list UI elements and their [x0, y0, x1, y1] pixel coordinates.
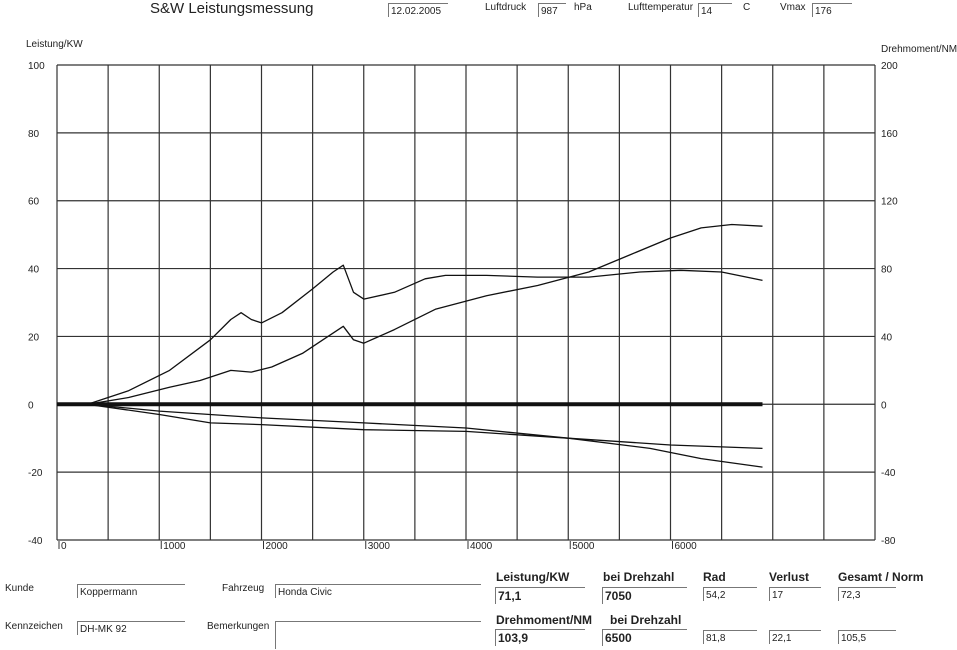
fahrzeug-field: Honda Civic	[275, 584, 481, 598]
gesamt-value-1: 72,3	[838, 587, 896, 601]
y-tick-left: -40	[28, 536, 43, 547]
series-line	[87, 403, 763, 468]
x-tick-label: 6000	[675, 541, 698, 552]
vmax-label: Vmax	[780, 2, 806, 13]
x-tick-label: 4000	[470, 541, 493, 552]
luftdruck-label: Luftdruck	[485, 2, 527, 13]
x-tick-label: 1000	[163, 541, 186, 552]
rad-value-2: 81,8	[703, 630, 757, 644]
luftdruck-field: 987	[538, 3, 566, 17]
x-tick-label: 3000	[368, 541, 391, 552]
leistung-label: Leistung/KW	[496, 570, 570, 584]
y-axis-left-label: Leistung/KW	[26, 39, 83, 50]
y-tick-right: 120	[881, 197, 898, 208]
date-field: 12.02.2005	[388, 3, 448, 17]
series-line	[87, 264, 763, 405]
y-tick-left: 20	[28, 332, 40, 343]
drehmoment-value: 103,9	[495, 629, 585, 646]
lufttemp-label: Lufttemperatur	[628, 2, 694, 13]
y-axis-right-label: Drehmoment/NM	[881, 44, 957, 55]
verlust-value-1: 17	[769, 587, 821, 601]
bemerkungen-label: Bemerkungen	[207, 621, 270, 632]
y-tick-left: 100	[28, 61, 45, 72]
x-tick-label: 2000	[266, 541, 289, 552]
rad-value-1: 54,2	[703, 587, 757, 601]
drehzahl-value-2: 6500	[602, 629, 687, 646]
y-tick-left: 60	[28, 197, 40, 208]
y-tick-right: -80	[881, 536, 896, 547]
verlust-value-2: 22,1	[769, 630, 821, 644]
series-lines	[57, 223, 763, 468]
luftdruck-unit: hPa	[574, 2, 592, 13]
lufttemp-unit: C	[743, 2, 751, 13]
gesamt-label: Gesamt / Norm	[838, 570, 924, 584]
bei-drehzahl-label-2: bei Drehzahl	[610, 613, 682, 627]
leistung-value: 71,1	[495, 587, 585, 604]
chart: Leistung/KW Drehmoment/NM 100806040200-2…	[26, 39, 957, 552]
kennzeichen-field: DH-MK 92	[77, 621, 185, 635]
y-tick-right: 0	[881, 400, 887, 411]
page-title: S&W Leistungsmessung	[150, 0, 314, 17]
x-tick-label: 5000	[572, 541, 595, 552]
y-tick-left: -20	[28, 468, 43, 479]
rad-label: Rad	[703, 570, 726, 584]
bei-drehzahl-label-1: bei Drehzahl	[603, 570, 675, 584]
y-tick-left: 80	[28, 129, 40, 140]
y-tick-left: 40	[28, 265, 40, 276]
y-tick-right: 160	[881, 129, 898, 140]
bemerkungen-field	[275, 621, 481, 649]
kunde-label: Kunde	[5, 583, 34, 594]
series-line	[87, 223, 763, 405]
kennzeichen-label: Kennzeichen	[5, 621, 63, 632]
y-tick-right: -40	[881, 468, 896, 479]
y-tick-left: 0	[28, 400, 34, 411]
y-tick-right: 80	[881, 265, 893, 276]
grid	[56, 64, 876, 541]
series-line	[87, 403, 763, 450]
lufttemp-field: 14	[698, 3, 732, 17]
drehzahl-value-1: 7050	[602, 587, 687, 604]
gesamt-value-2: 105,5	[838, 630, 896, 644]
fahrzeug-label: Fahrzeug	[222, 583, 265, 594]
kunde-field: Koppermann	[77, 584, 185, 598]
y-tick-right: 40	[881, 332, 893, 343]
drehmoment-label: Drehmoment/NM	[496, 613, 593, 627]
verlust-label: Verlust	[769, 570, 810, 584]
x-tick-label: 0	[61, 541, 67, 552]
y-tick-right: 200	[881, 61, 898, 72]
vmax-field: 176	[812, 3, 852, 17]
